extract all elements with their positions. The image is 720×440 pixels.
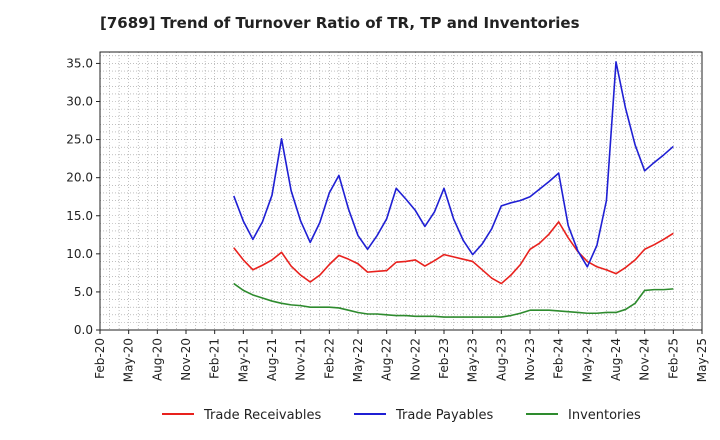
series-line-inventories: [233, 282, 674, 318]
x-tick-label: Aug-23: [494, 338, 508, 381]
x-tick-label: May-23: [466, 338, 480, 382]
legend-label: Inventories: [568, 408, 641, 423]
x-tick-label: Nov-22: [408, 338, 422, 381]
x-tick-label: Feb-20: [93, 338, 107, 379]
y-tick-label: 30.0: [66, 95, 93, 109]
series-line-trade-receivables: [233, 221, 674, 285]
x-tick-label: May-22: [351, 338, 365, 382]
y-tick-label: 10.0: [66, 247, 93, 261]
x-tick-label: Feb-21: [208, 338, 222, 379]
x-tick-label: Aug-21: [265, 338, 279, 381]
legend: Trade Receivables Trade Payables Inventori…: [162, 408, 641, 423]
y-axis: 0.0 5.0 10.0 15.0 20.0 25.0 30.0 35.0: [66, 56, 100, 337]
x-tick-label: May-21: [236, 338, 250, 382]
y-tick-label: 20.0: [66, 171, 93, 185]
series-lines: [233, 61, 674, 318]
x-tick-label: May-20: [122, 338, 136, 382]
legend-label: Trade Payables: [395, 408, 493, 423]
x-tick-label: Aug-24: [609, 338, 623, 381]
grid: [99, 52, 703, 331]
y-tick-label: 35.0: [66, 56, 93, 70]
y-tick-label: 15.0: [66, 209, 93, 223]
series-line-trade-payables: [233, 61, 674, 268]
x-tick-label: Nov-21: [294, 338, 308, 381]
y-tick-label: 5.0: [74, 285, 93, 299]
x-tick-label: Feb-25: [666, 338, 680, 379]
x-tick-label: May-24: [580, 338, 594, 382]
x-tick-label: Nov-24: [638, 338, 652, 381]
y-tick-label: 25.0: [66, 133, 93, 147]
x-tick-label: Nov-20: [179, 338, 193, 381]
x-tick-label: Feb-22: [322, 338, 336, 379]
x-tick-label: Aug-22: [380, 338, 394, 381]
x-axis: Feb-20 May-20 Aug-20 Nov-20 Feb-21 May-21 Aug-…: [93, 330, 709, 382]
x-tick-label: Feb-23: [437, 338, 451, 379]
x-tick-label: Nov-23: [523, 338, 537, 381]
y-tick-label: 0.0: [74, 323, 93, 337]
x-tick-label: Aug-20: [150, 338, 164, 381]
legend-label: Trade Receivables: [203, 408, 321, 423]
plot-frame: [99, 51, 703, 331]
x-tick-label: Feb-24: [552, 338, 566, 379]
x-tick-label: May-25: [695, 338, 709, 382]
chart-title: [7689] Trend of Turnover Ratio of TR, TP…: [100, 14, 580, 32]
